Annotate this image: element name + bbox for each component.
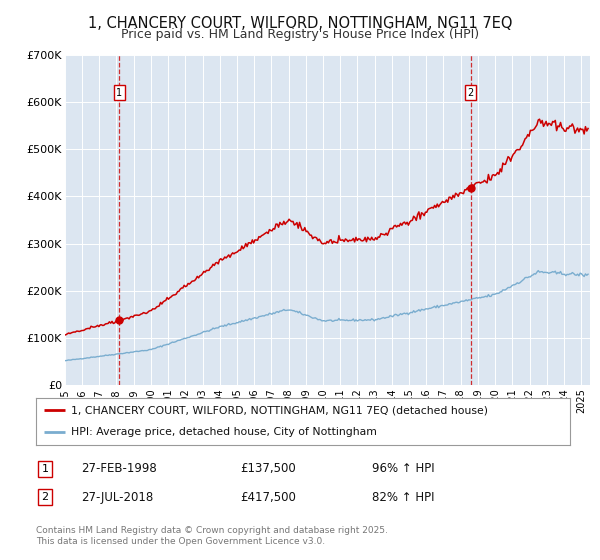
Text: 1: 1 bbox=[41, 464, 49, 474]
Text: 1, CHANCERY COURT, WILFORD, NOTTINGHAM, NG11 7EQ: 1, CHANCERY COURT, WILFORD, NOTTINGHAM, … bbox=[88, 16, 512, 31]
Text: HPI: Average price, detached house, City of Nottingham: HPI: Average price, detached house, City… bbox=[71, 427, 377, 437]
Text: 27-JUL-2018: 27-JUL-2018 bbox=[81, 491, 153, 504]
Text: 27-FEB-1998: 27-FEB-1998 bbox=[81, 462, 157, 475]
Text: 1, CHANCERY COURT, WILFORD, NOTTINGHAM, NG11 7EQ (detached house): 1, CHANCERY COURT, WILFORD, NOTTINGHAM, … bbox=[71, 405, 488, 416]
Text: 96% ↑ HPI: 96% ↑ HPI bbox=[372, 462, 434, 475]
Text: 82% ↑ HPI: 82% ↑ HPI bbox=[372, 491, 434, 504]
Text: 2: 2 bbox=[41, 492, 49, 502]
Text: 2: 2 bbox=[467, 88, 473, 98]
Text: 1: 1 bbox=[116, 88, 122, 98]
Text: £137,500: £137,500 bbox=[240, 462, 296, 475]
Text: Price paid vs. HM Land Registry's House Price Index (HPI): Price paid vs. HM Land Registry's House … bbox=[121, 28, 479, 41]
Text: £417,500: £417,500 bbox=[240, 491, 296, 504]
Text: Contains HM Land Registry data © Crown copyright and database right 2025.
This d: Contains HM Land Registry data © Crown c… bbox=[36, 526, 388, 546]
